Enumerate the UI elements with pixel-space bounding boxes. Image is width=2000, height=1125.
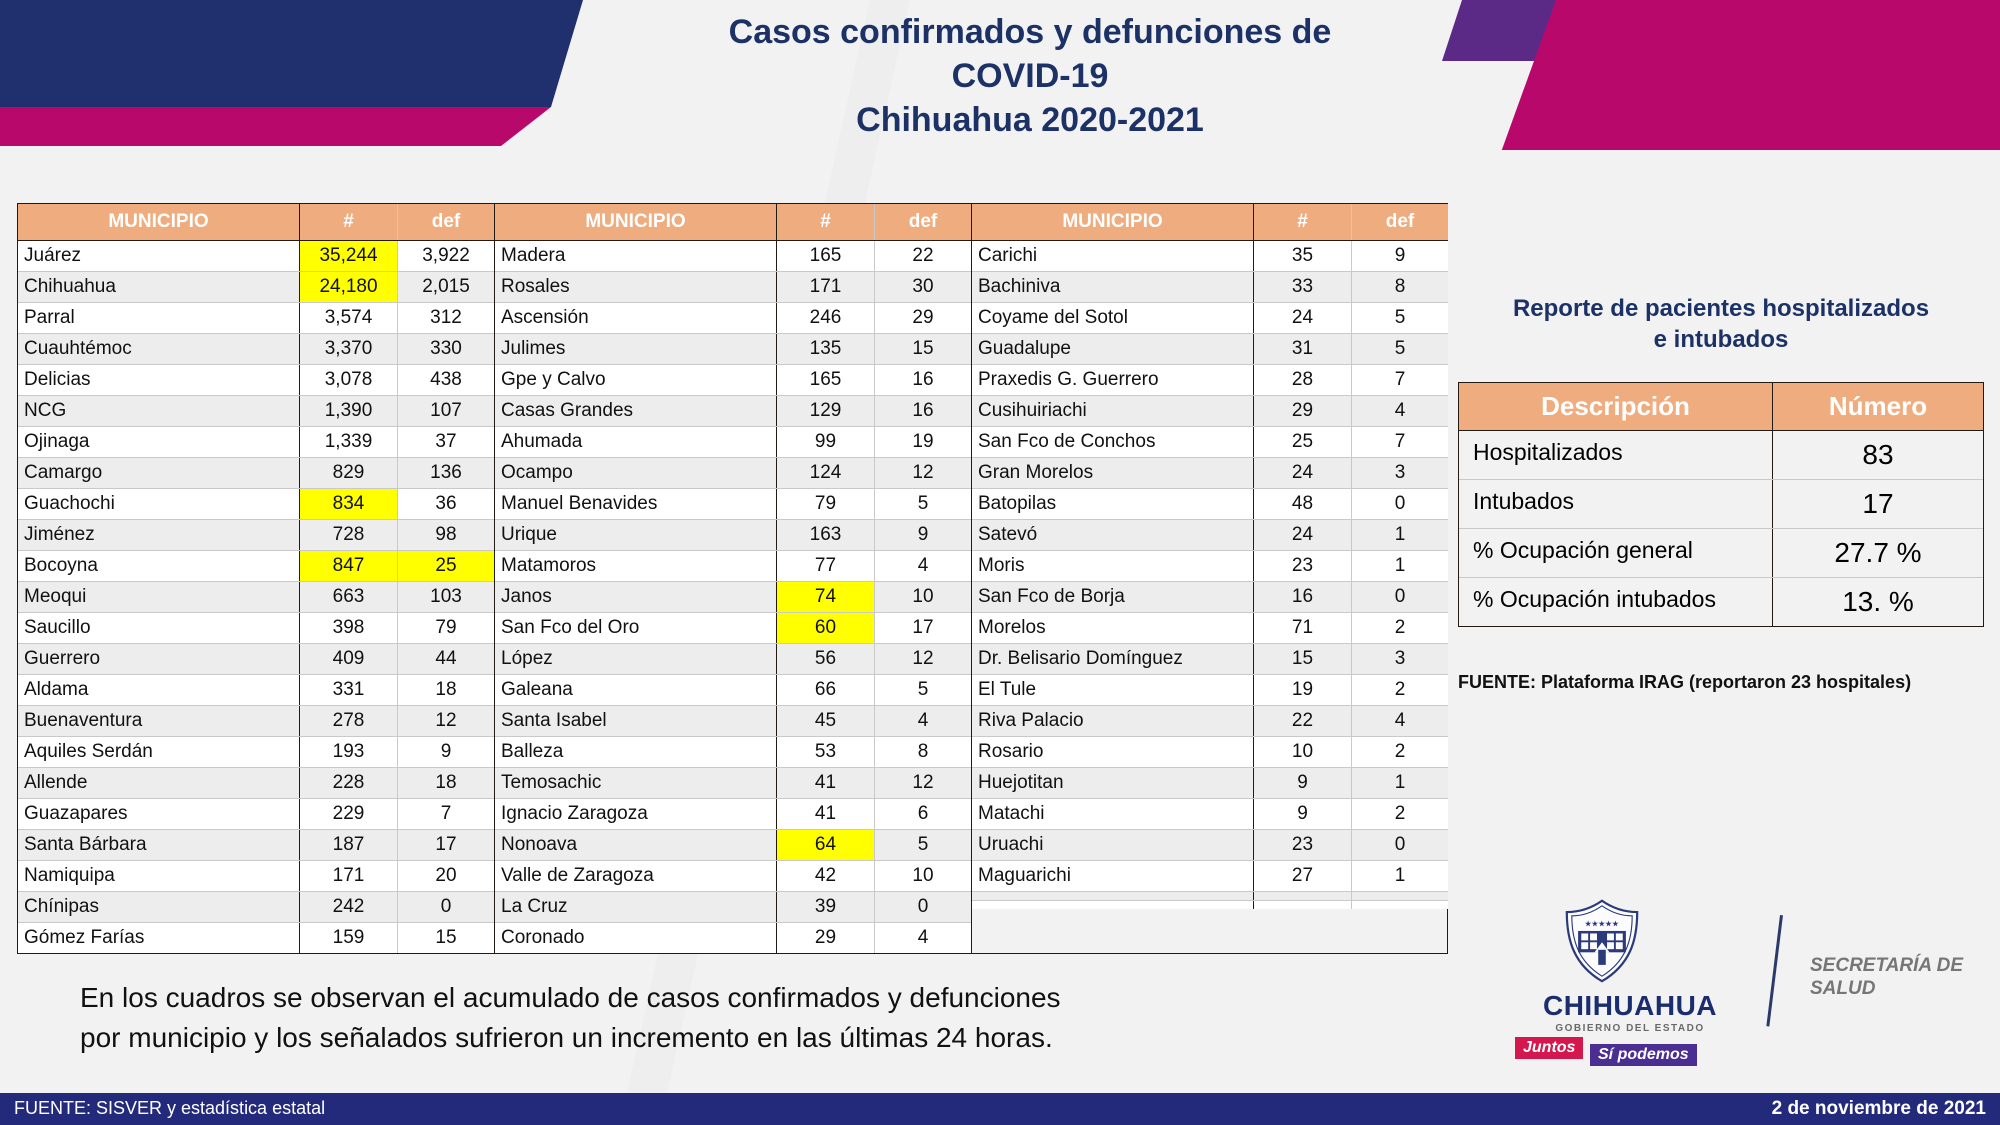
svg-text:★★★★★: ★★★★★ <box>1585 920 1619 928</box>
